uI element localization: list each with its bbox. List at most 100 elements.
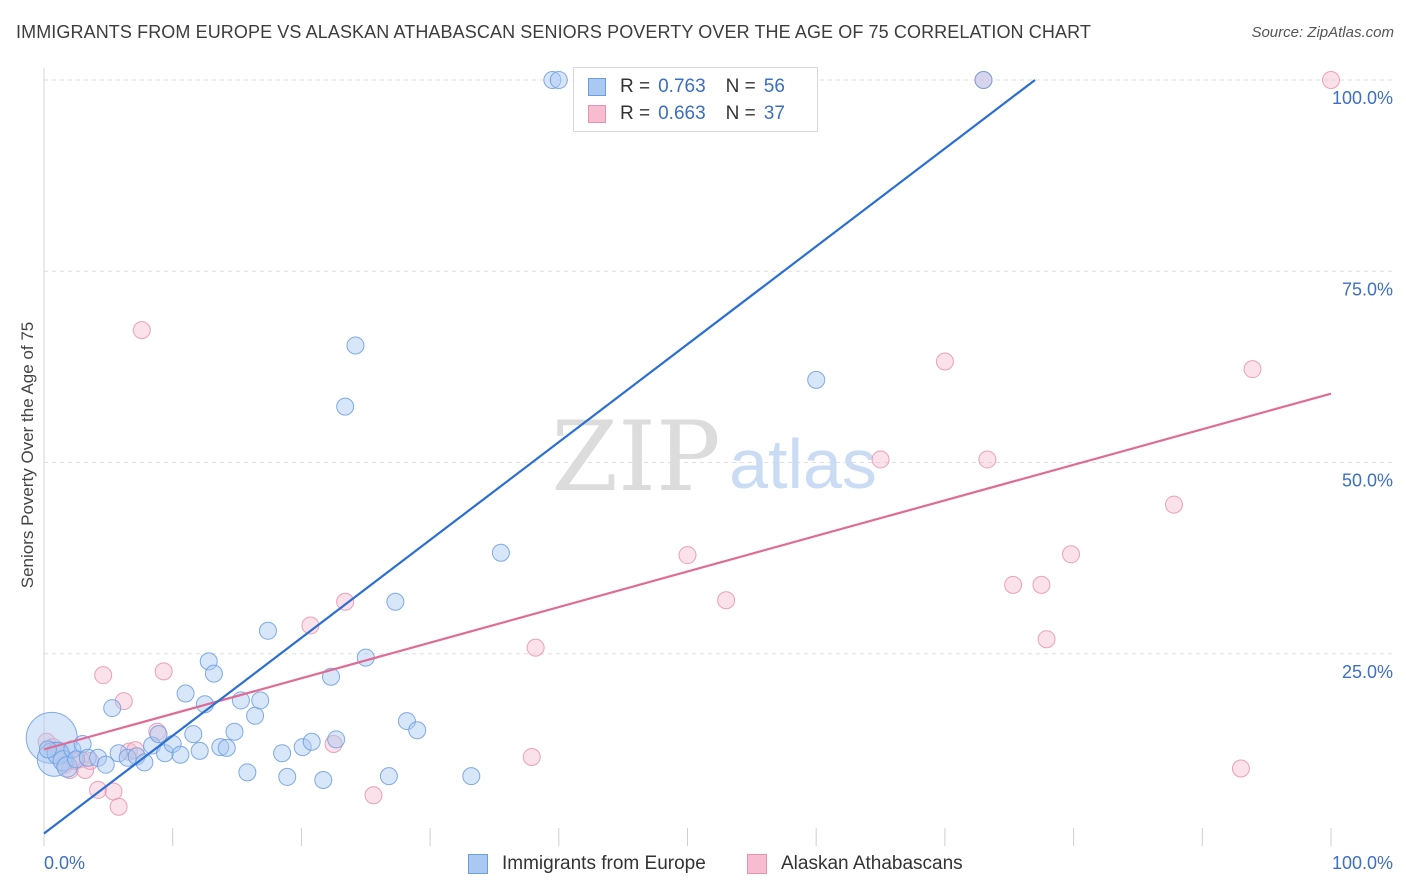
data-point xyxy=(1037,630,1056,649)
data-point xyxy=(78,748,97,767)
y-tick-label: 75.0% xyxy=(1342,279,1393,299)
data-point xyxy=(118,748,137,767)
data-point xyxy=(225,722,244,741)
data-point xyxy=(408,721,427,740)
watermark-zip: ZIP xyxy=(551,401,720,513)
data-point xyxy=(67,750,86,769)
data-point xyxy=(1004,575,1023,594)
data-point xyxy=(322,667,341,686)
data-point xyxy=(184,725,203,744)
data-point xyxy=(978,450,997,469)
data-point xyxy=(543,71,562,89)
data-point xyxy=(94,666,113,685)
data-point xyxy=(717,591,736,610)
data-point xyxy=(171,745,190,764)
data-point xyxy=(356,648,375,667)
chart-title: IMMIGRANTS FROM EUROPE VS ALASKAN ATHABA… xyxy=(16,22,1091,42)
trend-line-athabascan xyxy=(43,392,1332,751)
legend-label-athabascan: Alaskan Athabascans xyxy=(781,853,963,874)
source-label: Source: ZipAtlas.com xyxy=(1251,24,1394,41)
legend-row-europe: R = 0.763 N = 56 xyxy=(588,76,785,98)
data-point xyxy=(114,692,133,711)
x-tick-label: 0.0% xyxy=(44,853,85,873)
data-point xyxy=(1243,360,1262,379)
data-point xyxy=(314,770,333,789)
legend-r-label: R = xyxy=(620,76,651,97)
trend-line-europe xyxy=(43,79,1036,835)
data-point xyxy=(346,336,365,355)
legend-row-athabascan: R = 0.663 N = 37 xyxy=(588,103,785,125)
data-point xyxy=(251,691,270,710)
data-point xyxy=(154,662,173,681)
data-point xyxy=(190,741,209,760)
data-point xyxy=(89,748,108,767)
legend-swatch-pink xyxy=(747,854,767,874)
legend-r-value: 0.663 xyxy=(658,103,706,124)
data-point xyxy=(1322,71,1340,89)
data-point xyxy=(522,748,541,767)
data-point xyxy=(302,732,321,751)
legend-n-value: 56 xyxy=(763,76,785,97)
legend-n-label: N = xyxy=(725,103,756,124)
data-point xyxy=(1032,575,1051,594)
data-point xyxy=(526,638,545,657)
data-point xyxy=(336,397,355,416)
legend-item-athabascan[interactable]: Alaskan Athabascans xyxy=(747,851,963,877)
grid-layer xyxy=(44,79,1392,655)
data-point xyxy=(293,738,312,757)
data-point xyxy=(491,543,510,562)
data-point xyxy=(327,730,346,749)
y-tick-label: 100.0% xyxy=(1332,88,1393,108)
data-point xyxy=(1164,495,1183,514)
data-point xyxy=(397,712,416,731)
data-point xyxy=(807,370,826,389)
data-point xyxy=(336,592,355,611)
data-point xyxy=(678,546,697,565)
legend-r-label: R = xyxy=(620,103,651,124)
data-point xyxy=(176,684,195,703)
axis-layer xyxy=(43,68,1332,846)
legend-swatch-blue xyxy=(588,78,606,96)
correlation-legend: R = 0.763 N = 56 R = 0.663 N = 37 xyxy=(573,67,818,132)
legend-n-value: 37 xyxy=(763,103,785,124)
data-point xyxy=(56,756,78,778)
data-point xyxy=(364,786,383,805)
data-point xyxy=(246,706,265,725)
data-point xyxy=(258,621,277,640)
data-point xyxy=(204,664,223,683)
data-point xyxy=(1062,545,1081,564)
data-point xyxy=(149,725,168,744)
legend-n-label: N = xyxy=(725,76,756,97)
trend-layer xyxy=(43,79,1332,835)
data-point xyxy=(1231,759,1250,778)
data-point xyxy=(109,744,128,763)
legend-swatch-blue xyxy=(468,854,488,874)
data-point xyxy=(462,767,481,786)
data-point xyxy=(386,592,405,611)
series-immigrants-from-europe xyxy=(25,71,993,789)
data-point xyxy=(935,352,954,371)
data-point xyxy=(217,738,236,757)
data-point xyxy=(109,797,128,816)
y-tick-label: 25.0% xyxy=(1342,662,1393,682)
data-point xyxy=(379,767,398,786)
data-point xyxy=(549,71,568,89)
tick-labels: 25.0% 50.0% 75.0% 100.0% 0.0% 100.0% xyxy=(44,88,1393,873)
data-point xyxy=(96,755,115,774)
watermark-atlas: atlas xyxy=(729,425,877,503)
data-point xyxy=(103,699,122,718)
legend-swatch-pink xyxy=(588,105,606,123)
x-tick-label: 100.0% xyxy=(1332,853,1393,873)
legend-label-europe: Immigrants from Europe xyxy=(502,853,706,874)
data-point xyxy=(871,450,890,469)
data-point xyxy=(273,744,292,763)
data-point xyxy=(278,767,297,786)
data-point xyxy=(89,780,108,799)
data-point xyxy=(974,71,993,89)
data-point xyxy=(211,738,230,757)
data-point xyxy=(238,763,257,782)
data-point xyxy=(132,321,151,340)
y-tick-label: 50.0% xyxy=(1342,471,1393,491)
legend-item-europe[interactable]: Immigrants from Europe xyxy=(468,851,706,877)
